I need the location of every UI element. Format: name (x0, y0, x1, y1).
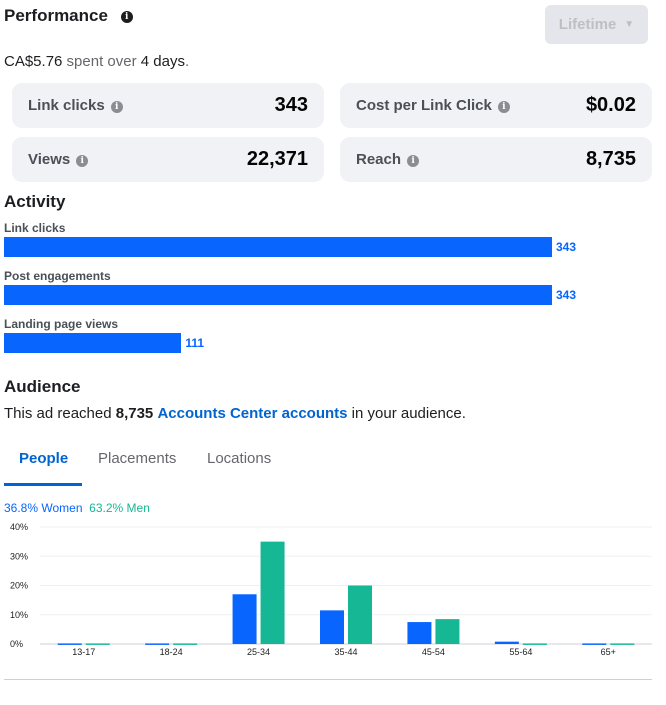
men-bar (173, 643, 198, 645)
y-tick-label: 30% (10, 551, 28, 561)
x-tick-label: 45-54 (422, 647, 445, 657)
audience-count: 8,735 (115, 405, 154, 422)
women-bar (494, 641, 519, 644)
activity-label: Landing page views (4, 317, 119, 331)
x-tick-label: 25-34 (247, 647, 270, 657)
metric-value: $0.02 (585, 94, 636, 116)
activity-value: 111 (185, 336, 205, 350)
activity-row: Link clicks 343 (4, 221, 664, 269)
activity-row: Post engagements 343 (4, 269, 664, 317)
audience-heading: Audience (4, 377, 81, 396)
metric-card-views: Views i 22,371 (12, 137, 324, 182)
activity-heading: Activity (4, 192, 66, 211)
men-bar (522, 643, 547, 645)
metric-value: 22,371 (246, 148, 308, 170)
tab-placements[interactable]: Placements (98, 450, 177, 467)
age-gender-chart: 0% 10% 20% 30% 40% 13-17 18-24 25-34 35-44 45-54 5… (10, 522, 652, 657)
men-bar (85, 643, 110, 645)
y-tick-label: 20% (10, 581, 28, 591)
x-tick-label: 18-24 (160, 647, 183, 657)
activity-row: Landing page views 111 (4, 317, 664, 365)
metric-card-cost-per-link-click: Cost per Link Click i $0.02 (340, 83, 652, 128)
women-bar (582, 643, 607, 645)
women-bar (57, 643, 82, 645)
accounts-center-link[interactable]: Accounts Center accounts (157, 405, 348, 422)
activity-value: 343 (556, 240, 577, 254)
audience-text: This ad reached (4, 405, 116, 422)
activity-list: Link clicks 343 Post engagements 343 Landi… (4, 221, 664, 365)
men-bar (435, 619, 460, 644)
legend-men: 63.2% Men (89, 501, 150, 515)
audience-summary: This ad reached 8,735 Accounts Center ac… (4, 405, 466, 422)
y-tick-label: 10% (10, 610, 28, 620)
chart-legend: 36.8% Women 63.2% Men (4, 501, 150, 515)
x-tick-label: 55-64 (509, 647, 532, 657)
men-bar (348, 585, 372, 644)
women-bar (232, 594, 257, 644)
info-icon[interactable]: i (120, 11, 133, 23)
activity-value: 343 (556, 288, 577, 302)
performance-title: Performance (4, 6, 108, 25)
spend-text: spent over (62, 53, 141, 70)
women-bar (145, 643, 170, 645)
women-bar (407, 622, 432, 644)
activity-bar (4, 237, 552, 257)
metric-label: Cost per Link Click (356, 97, 492, 114)
tab-people[interactable]: People (19, 450, 69, 467)
men-bar (260, 541, 285, 644)
metric-card-link-clicks: Link clicks i 343 (12, 83, 324, 128)
x-tick-label: 13-17 (72, 647, 95, 657)
metric-label: Link clicks (28, 97, 105, 114)
metric-value: 8,735 (585, 148, 636, 170)
y-tick-label: 0% (10, 639, 23, 649)
divider (4, 679, 652, 680)
spend-end: . (184, 53, 190, 70)
x-tick-label: 35-44 (334, 647, 357, 657)
tab-locations[interactable]: Locations (207, 450, 272, 467)
info-icon[interactable]: i (407, 155, 420, 167)
date-range-dropdown[interactable]: Lifetime ▼ (545, 5, 648, 44)
metric-card-reach: Reach i 8,735 (340, 137, 652, 182)
spend-amount: CA$5.76 (4, 53, 63, 70)
x-tick-label: 65+ (601, 647, 616, 657)
women-bar (320, 610, 344, 644)
caret-down-icon: ▼ (624, 19, 635, 30)
date-range-label: Lifetime (558, 16, 617, 33)
metric-label: Reach (356, 151, 402, 168)
activity-bar (4, 285, 552, 305)
info-icon[interactable]: i (76, 155, 89, 167)
spend-days: 4 days (140, 53, 185, 70)
audience-text: in your audience. (347, 405, 466, 422)
spend-summary: CA$5.76 spent over 4 days. (4, 53, 189, 70)
activity-bar (4, 333, 182, 353)
y-tick-label: 40% (10, 522, 28, 532)
activity-label: Link clicks (4, 221, 66, 235)
legend-women: 36.8% Women (4, 501, 83, 515)
active-tab-indicator (4, 483, 82, 486)
activity-label: Post engagements (4, 269, 111, 283)
page-title: Performance i (4, 6, 133, 26)
info-icon[interactable]: i (497, 101, 510, 113)
metric-label: Views (28, 151, 71, 168)
metric-value: 343 (274, 94, 308, 116)
info-icon[interactable]: i (110, 101, 123, 113)
men-bar (610, 643, 635, 645)
